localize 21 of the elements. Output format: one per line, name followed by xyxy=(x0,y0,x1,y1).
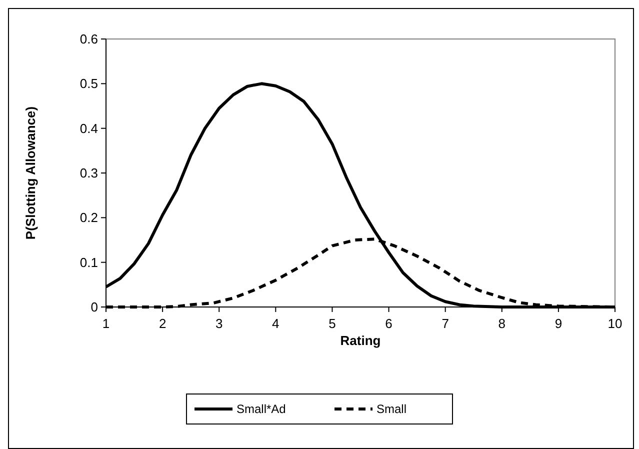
x-tick-label: 1 xyxy=(102,316,110,331)
y-tick-label: 0.2 xyxy=(80,210,98,226)
y-tick-label: 0.4 xyxy=(80,120,98,136)
x-tick-label: 7 xyxy=(442,316,449,331)
x-tick-label: 8 xyxy=(498,316,506,331)
x-tick-label: 5 xyxy=(328,316,336,331)
x-tick-label: 9 xyxy=(554,316,562,331)
y-tick-label: 0.3 xyxy=(80,166,98,181)
legend-label: Small*Ad xyxy=(236,402,286,416)
y-tick-label: 0 xyxy=(90,300,98,315)
x-tick-label: 3 xyxy=(215,316,223,331)
x-tick-label: 6 xyxy=(385,316,392,331)
y-tick-label: 0.1 xyxy=(80,254,98,270)
x-tick-label: 10 xyxy=(608,316,622,331)
y-tick-label: 0.5 xyxy=(80,76,98,92)
x-tick-label: 2 xyxy=(158,316,166,331)
y-axis-title: P(Slotting Allowance) xyxy=(23,106,38,240)
x-tick-label: 4 xyxy=(272,316,280,331)
y-tick-label: 0.6 xyxy=(80,32,98,47)
legend-label: Small xyxy=(376,402,407,416)
x-axis-title: Rating xyxy=(340,333,381,348)
